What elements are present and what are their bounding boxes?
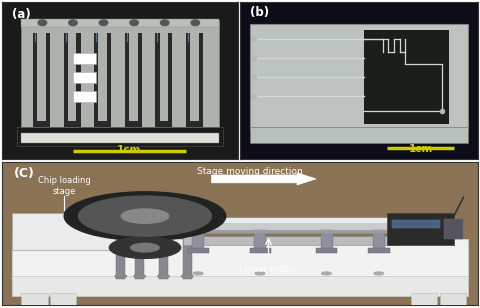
Text: Linear motor: Linear motor [240,265,298,274]
Bar [444,219,463,239]
Bar [125,33,129,124]
Circle shape [78,196,212,236]
Bar [250,23,468,130]
Text: (b): (b) [250,6,269,19]
Circle shape [160,20,169,26]
Circle shape [130,20,138,26]
Circle shape [158,274,169,278]
Circle shape [255,272,264,275]
Circle shape [69,20,77,26]
Circle shape [191,20,200,26]
Text: Chip loading
stage: Chip loading stage [38,176,91,196]
Bar [142,216,148,248]
Bar [22,294,48,305]
Bar [183,236,397,245]
Bar [63,33,68,124]
Bar [186,33,190,124]
Bar [183,217,397,233]
Bar [12,276,468,296]
Bar [373,230,385,250]
Bar [183,230,397,233]
Bar [125,121,142,127]
Bar [33,121,50,127]
Bar [46,33,50,124]
Text: 1cm: 1cm [117,145,142,156]
Bar [250,127,468,143]
Bar [321,230,333,250]
Circle shape [109,237,180,258]
Bar [387,213,454,245]
Bar [12,213,155,250]
Circle shape [181,274,193,278]
FancyArrow shape [212,173,316,185]
Circle shape [322,272,331,275]
Bar [368,248,390,253]
Bar [135,208,144,279]
Circle shape [121,209,169,223]
Bar [254,230,266,250]
Bar [156,33,159,124]
Circle shape [374,272,384,275]
Circle shape [131,243,159,252]
Bar [440,294,466,305]
Bar [183,218,397,223]
Circle shape [134,274,145,278]
Circle shape [115,274,126,278]
Bar [33,33,37,124]
Bar [94,121,111,127]
Bar [363,30,449,124]
Circle shape [99,20,108,26]
Bar [138,33,142,124]
Bar [117,208,125,279]
Bar [73,91,96,102]
Bar [50,294,76,305]
Bar [16,127,224,146]
Bar [168,33,172,124]
Bar [131,206,149,213]
Bar [159,208,168,279]
Polygon shape [21,20,219,140]
Bar [192,230,204,250]
Bar [112,206,130,213]
Text: Stage moving direction: Stage moving direction [197,168,302,176]
Bar [199,33,203,124]
Bar [73,72,96,83]
Bar [250,248,271,253]
Bar [183,208,192,279]
Bar [188,248,209,253]
Bar [21,133,219,143]
Bar [76,33,81,124]
Bar [21,19,219,27]
Bar [392,221,440,228]
Bar [316,248,337,253]
Bar [411,294,437,305]
Bar [73,53,96,64]
Circle shape [193,272,203,275]
Circle shape [64,192,226,241]
Text: 1cm: 1cm [408,144,433,154]
Bar [156,121,172,127]
Bar [186,121,203,127]
Text: (a): (a) [12,8,31,21]
Bar [12,239,468,279]
Text: (C): (C) [14,168,35,180]
Bar [178,206,196,213]
Bar [107,33,111,124]
Bar [155,206,172,213]
Circle shape [38,20,47,26]
Bar [94,33,98,124]
Bar [63,121,81,127]
